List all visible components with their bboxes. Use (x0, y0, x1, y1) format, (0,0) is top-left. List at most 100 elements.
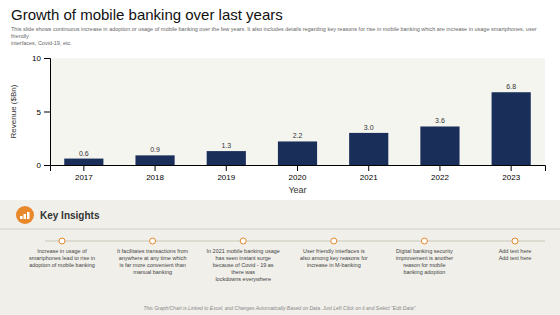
timeline-marker (150, 238, 156, 244)
x-tick-label: 2021 (360, 173, 378, 182)
insight-line: also among key reasons for (300, 255, 368, 261)
insight: Digital banking securityimprovement is a… (396, 248, 454, 275)
data-label: 0.6 (79, 150, 89, 157)
x-tick: 2022 (431, 165, 449, 182)
data-label: 3.0 (364, 124, 374, 131)
insight: It facilitates transactions fromanywhere… (117, 248, 189, 275)
y-tick-label: 5 (37, 108, 42, 117)
subtitle-line: friendly (11, 33, 29, 39)
y-tick-mark (44, 58, 50, 59)
insights-icon (16, 206, 34, 224)
data-label: 3.6 (435, 117, 445, 124)
y-tick: 10 (32, 54, 50, 63)
subtitle-line: This slide shows continuous increase in … (11, 26, 537, 32)
chart: Growth of mobile banking over last years… (0, 0, 560, 315)
bar (420, 126, 459, 165)
x-tick-mark (511, 165, 512, 171)
insight-line: is far more convenient than (119, 262, 185, 268)
insight-line: anywhere at any time which (119, 255, 187, 261)
timeline-marker (331, 238, 337, 244)
plot-background (50, 58, 545, 165)
bar (492, 92, 531, 165)
x-tick-mark (155, 165, 156, 171)
x-tick: 2019 (217, 165, 235, 182)
x-tick-mark (226, 165, 227, 171)
bars (64, 92, 531, 165)
insight: User friendly interfaces isalso among ke… (300, 248, 368, 268)
insight: In 2021 mobile banking usagehas seen ins… (207, 248, 280, 282)
insights-icon-bar (20, 216, 23, 219)
x-tick-label: 2018 (146, 173, 164, 182)
x-tick: 2023 (502, 165, 520, 182)
insight-line: Increase in usage of (37, 248, 87, 254)
insight-line: User friendly interfaces is (303, 248, 365, 254)
x-tick: 2017 (75, 165, 93, 182)
insight-line: improvement is another (396, 255, 454, 261)
x-tick-label: 2022 (431, 173, 449, 182)
insight-line: smartphones lead to rise in (29, 255, 95, 261)
insight-line: lockdowns everywhere (215, 276, 271, 282)
x-tick-mark (439, 165, 440, 171)
data-label: 2.2 (293, 132, 303, 139)
y-axis-title: Revenue ($Bn) (9, 84, 18, 138)
x-axis: 2017 2018 2019 2020 2021 2022 2023 (51, 165, 546, 182)
plot: 0 5 10 2017 2018 2019 2020 2021 2022 2023 0.6 0.9 1.… (32, 54, 545, 182)
bar (207, 151, 246, 165)
insight-line: manual banking (133, 269, 172, 275)
insights-heading: Key Insights (40, 210, 100, 221)
data-labels: 0.6 0.9 1.3 2.2 3.0 3.6 6.8 (79, 83, 516, 156)
timeline-marker (240, 238, 246, 244)
y-tick-mark (44, 165, 50, 166)
insight-line: increase in M-banking (307, 262, 361, 268)
x-tick-mark (297, 165, 298, 171)
insight: Increase in usage ofsmartphones lead to … (29, 248, 95, 268)
data-label: 0.9 (150, 146, 160, 153)
insight-line: because of Covid - 19 as (213, 262, 274, 268)
x-tick: 2021 (360, 165, 378, 182)
timeline-marker (421, 238, 427, 244)
x-tick-label: 2017 (75, 173, 93, 182)
insights-icon-bar (27, 212, 30, 219)
y-tick: 5 (37, 108, 50, 117)
insight-line: It facilitates transactions from (117, 248, 189, 254)
x-tick: 2018 (146, 165, 164, 182)
data-label: 6.8 (506, 83, 516, 90)
x-axis-line (51, 166, 546, 172)
y-axis-line (44, 59, 51, 166)
insight-line: reason for mobile (403, 262, 446, 268)
insight-line: there was (231, 269, 255, 275)
subtitle: This slide shows continuous increase in … (11, 26, 537, 46)
x-tick-mark (368, 165, 369, 171)
x-tick-label: 2023 (502, 173, 520, 182)
x-tick-mark (83, 165, 84, 171)
y-tick-label: 0 (37, 161, 42, 170)
insight: Add text hereAdd text here (499, 248, 532, 261)
timeline-marker (512, 238, 518, 244)
insight-line: In 2021 mobile banking usage (207, 248, 280, 254)
insight-line: Add text here (499, 248, 532, 254)
insight-line: banking adoption (403, 269, 445, 275)
y-axis: 0 5 10 (32, 54, 50, 170)
bar (278, 141, 317, 165)
y-tick-mark (44, 112, 50, 113)
x-tick: 2020 (289, 165, 307, 182)
insight-line: Digital banking security (396, 248, 453, 254)
insight-line: adoption of mobile banking (29, 262, 95, 268)
y-tick-label: 10 (32, 54, 41, 63)
timeline (45, 241, 545, 242)
title: Growth of mobile banking over last years (11, 6, 283, 23)
x-tick-label: 2020 (289, 173, 307, 182)
data-label: 1.3 (221, 142, 231, 149)
bar (135, 155, 174, 165)
bar (349, 133, 388, 165)
timeline-marker (59, 238, 65, 244)
insight-line: Add text here (499, 255, 532, 261)
insights-divider (0, 229, 560, 230)
footer: This Graph/Chart is Linked to Excel, and… (143, 305, 416, 311)
bar (64, 159, 103, 165)
insights-icon-bar (24, 214, 27, 219)
subtitle-line: interfaces, Covid-19, etc. (11, 40, 72, 46)
insights-background (0, 200, 560, 315)
x-tick-label: 2019 (217, 173, 235, 182)
x-axis-title: Year (288, 185, 306, 195)
